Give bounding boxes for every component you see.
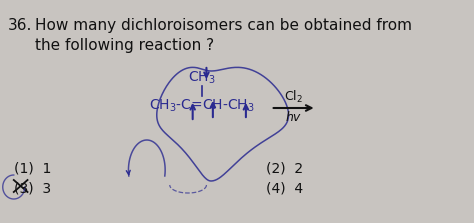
Text: (3)  3: (3) 3 (14, 182, 51, 196)
Text: the following reaction ?: the following reaction ? (35, 38, 214, 53)
Text: 36.: 36. (7, 18, 32, 33)
Text: How many dichloroisomers can be obtained from: How many dichloroisomers can be obtained… (35, 18, 412, 33)
Text: (1)  1: (1) 1 (14, 162, 51, 176)
Text: CH$_3$-C=CH-CH$_3$: CH$_3$-C=CH-CH$_3$ (149, 98, 255, 114)
Text: hv: hv (286, 111, 301, 124)
Text: Cl$_2$: Cl$_2$ (284, 89, 303, 105)
Text: CH$_3$: CH$_3$ (188, 70, 216, 86)
Text: (4)  4: (4) 4 (266, 182, 303, 196)
Text: (2)  2: (2) 2 (266, 162, 303, 176)
